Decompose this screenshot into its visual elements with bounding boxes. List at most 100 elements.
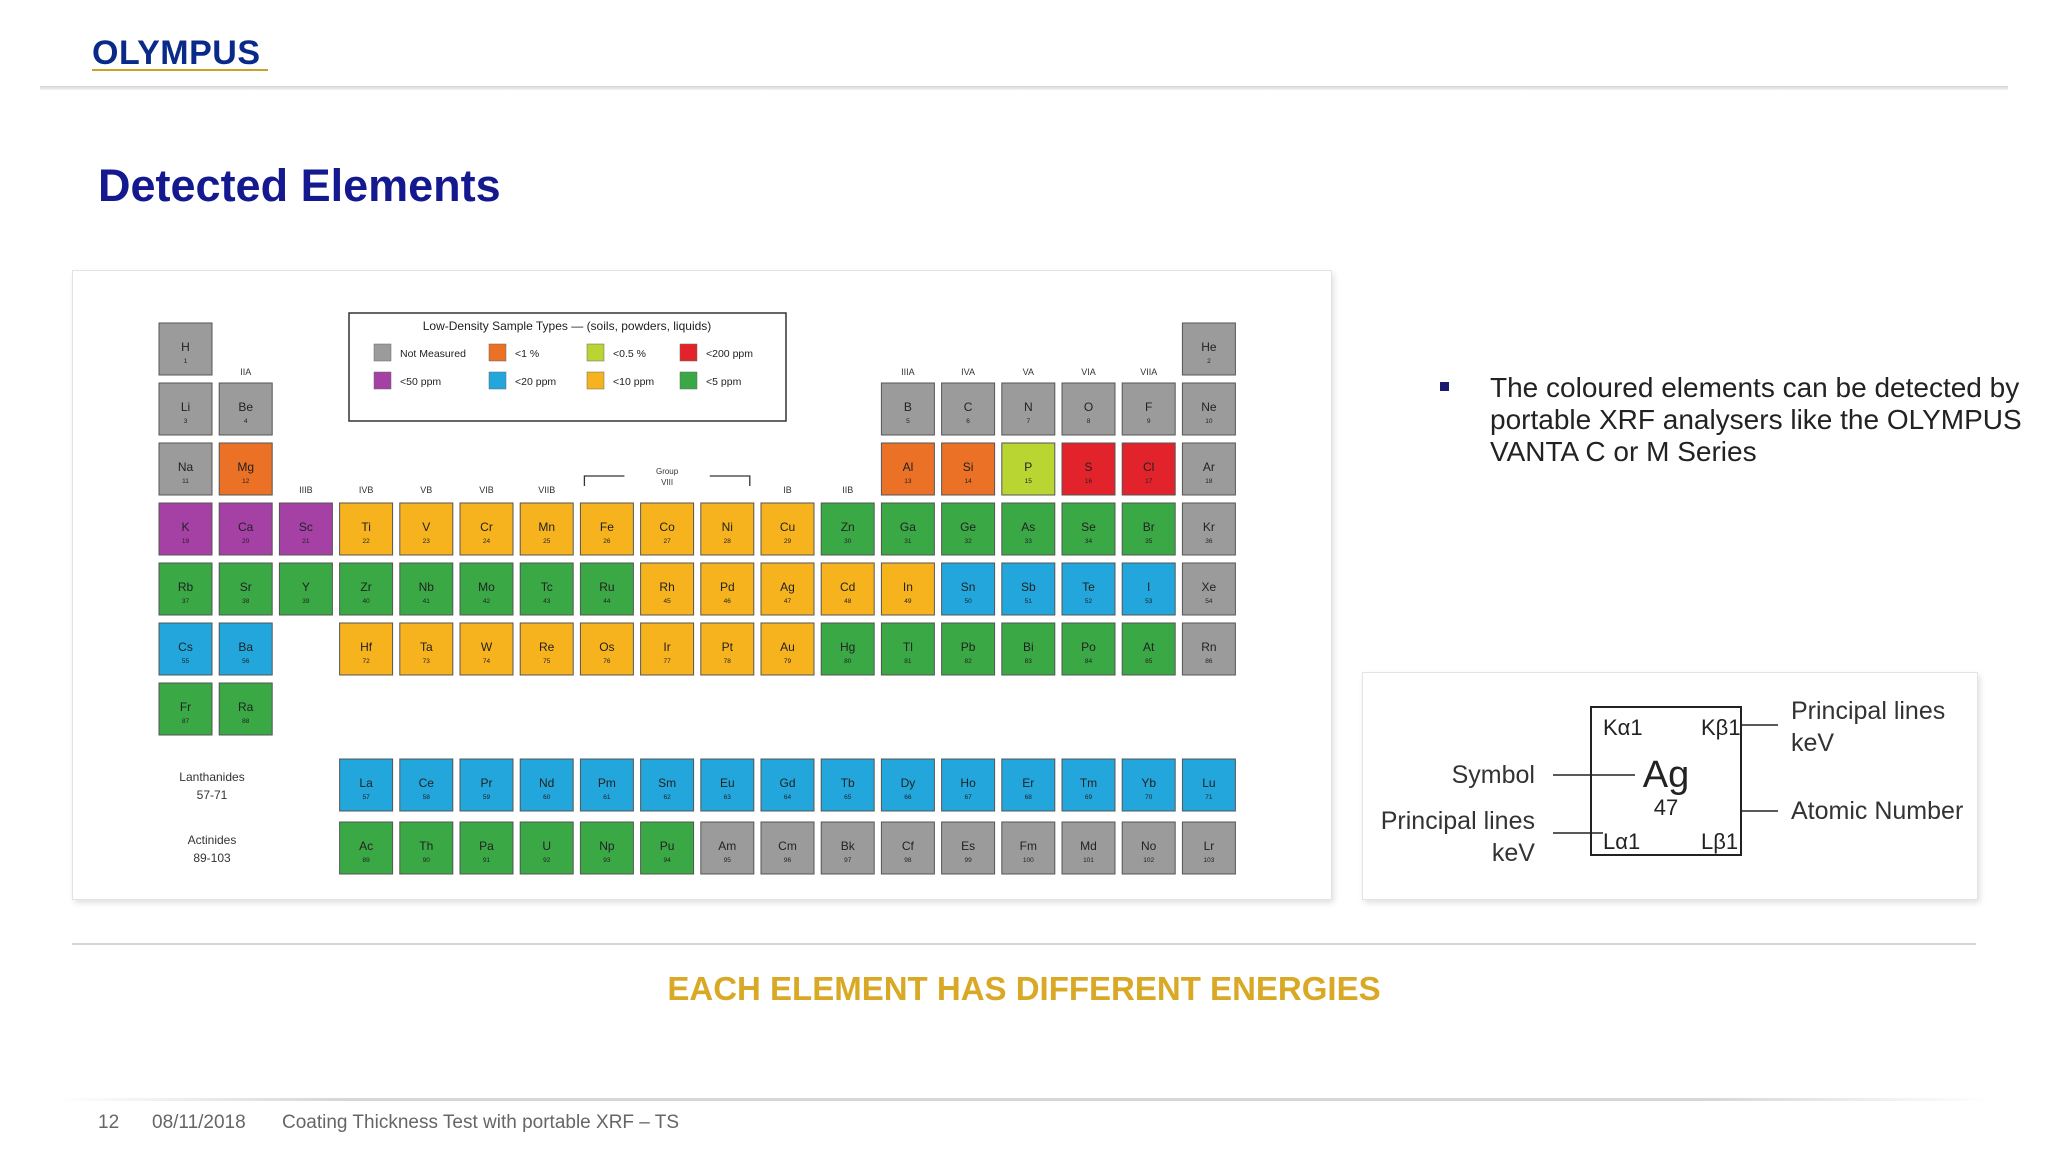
- element-atomic-number: 82: [964, 658, 972, 665]
- element-cell-la: [339, 758, 394, 812]
- element-symbol: Nd: [539, 776, 554, 790]
- element-symbol: Rn: [1201, 640, 1216, 654]
- element-atomic-number: 84: [1085, 658, 1093, 665]
- legend-swatch: [586, 343, 605, 362]
- periodic-table-figure: H 1 He 2 Li 3 Be 4 B 5 C 6 N 7 O 8 F 9 Ne 10 Na 11 Mg 12 Al 13 Si 1…: [158, 312, 1236, 875]
- element-symbol: Se: [1081, 520, 1096, 534]
- element-atomic-number: 64: [784, 794, 792, 801]
- element-atomic-number: 57: [362, 794, 370, 801]
- legend-label: <20 ppm: [515, 376, 556, 388]
- element-cell-cr: [459, 502, 514, 556]
- periodic-table-panel: H 1 He 2 Li 3 Be 4 B 5 C 6 N 7 O 8 F 9 Ne 10 Na 11 Mg 12 Al 13 Si 1…: [72, 270, 1332, 900]
- element-symbol: Fm: [1020, 839, 1037, 853]
- group-label: VA: [1023, 367, 1034, 377]
- element-symbol: Md: [1080, 839, 1097, 853]
- element-atomic-number: 8: [1087, 418, 1091, 425]
- element-symbol: U: [542, 839, 551, 853]
- element-cell-te: [1061, 562, 1116, 616]
- element-atomic-number: 31: [904, 538, 912, 545]
- element-atomic-number: 9: [1147, 418, 1151, 425]
- element-atomic-number: 72: [362, 658, 370, 665]
- legend-label: <10 ppm: [613, 376, 654, 388]
- element-cell-lu: [1181, 758, 1236, 812]
- element-symbol: Cm: [778, 839, 797, 853]
- element-symbol: Si: [963, 460, 974, 474]
- page-subtitle: EACH ELEMENT HAS DIFFERENT ENERGIES: [667, 970, 1381, 1007]
- element-atomic-number: 81: [904, 658, 912, 665]
- element-cell-i: [1121, 562, 1176, 616]
- element-symbol: Cd: [840, 580, 855, 594]
- element-symbol: S: [1084, 460, 1092, 474]
- element-symbol: Hf: [360, 640, 373, 654]
- element-symbol: Ca: [238, 520, 254, 534]
- element-atomic-number: 70: [1145, 794, 1153, 801]
- element-cell-ca: [218, 502, 273, 556]
- element-cell-rh: [640, 562, 695, 616]
- group-label: IIB: [842, 485, 853, 495]
- element-atomic-number: 11: [182, 478, 189, 485]
- element-symbol: At: [1143, 640, 1155, 654]
- element-symbol: Te: [1082, 580, 1095, 594]
- element-symbol: Zn: [841, 520, 855, 534]
- legend-swatch: [488, 343, 507, 362]
- element-atomic-number: 28: [724, 538, 732, 545]
- element-symbol: La: [359, 776, 373, 790]
- key-ka1: Kα1: [1603, 715, 1643, 740]
- element-symbol: Kr: [1203, 520, 1215, 534]
- element-atomic-number: 55: [182, 658, 190, 665]
- element-symbol: Cf: [902, 839, 915, 853]
- element-symbol: Bi: [1023, 640, 1034, 654]
- element-symbol: Pr: [481, 776, 493, 790]
- element-atomic-number: 41: [423, 598, 431, 605]
- element-atomic-number: 73: [423, 658, 431, 665]
- element-atomic-number: 23: [423, 538, 431, 545]
- element-symbol: O: [1084, 400, 1093, 414]
- element-symbol: In: [903, 580, 913, 594]
- element-cell-p: [1001, 442, 1056, 496]
- element-atomic-number: 75: [543, 658, 551, 665]
- element-cell-xe: [1181, 562, 1236, 616]
- element-cell-li: [158, 382, 213, 436]
- element-cell-ge: [941, 502, 996, 556]
- element-atomic-number: 15: [1025, 478, 1033, 485]
- group-viii-label: VIII: [661, 478, 673, 487]
- element-atomic-number: 58: [423, 794, 431, 801]
- element-symbol: F: [1145, 400, 1152, 414]
- key-atomic-number: 47: [1654, 795, 1678, 820]
- key-element-box: [1590, 706, 1742, 856]
- element-cell-ga: [880, 502, 935, 556]
- element-cell-f: [1121, 382, 1176, 436]
- element-symbol: N: [1024, 400, 1033, 414]
- element-cell-pd: [700, 562, 755, 616]
- element-cell-be: [218, 382, 273, 436]
- element-atomic-number: 89: [362, 857, 370, 864]
- element-symbol: Yb: [1141, 776, 1156, 790]
- element-atomic-number: 91: [483, 857, 491, 864]
- element-atomic-number: 47: [784, 598, 792, 605]
- element-atomic-number: 18: [1205, 478, 1213, 485]
- group-viii-bracket: [583, 475, 751, 486]
- legend-label: <50 ppm: [400, 376, 441, 388]
- element-symbol: No: [1141, 839, 1157, 853]
- element-symbol: Cu: [780, 520, 795, 534]
- element-symbol: Tc: [541, 580, 553, 594]
- element-cell-si: [941, 442, 996, 496]
- element-symbol: Lu: [1202, 776, 1215, 790]
- legend-label: <0.5 %: [613, 348, 646, 360]
- element-cell-n: [1001, 382, 1056, 436]
- element-atomic-number: 14: [964, 478, 972, 485]
- element-symbol: Ne: [1201, 400, 1217, 414]
- element-symbol: Sr: [240, 580, 252, 594]
- element-cell-sn: [941, 562, 996, 616]
- element-symbol: Po: [1081, 640, 1096, 654]
- group-label: IB: [783, 485, 792, 495]
- element-cell-hg: [820, 622, 875, 676]
- element-symbol: Y: [302, 580, 310, 594]
- element-cell-tm: [1061, 758, 1116, 812]
- element-atomic-number: 45: [663, 598, 671, 605]
- element-atomic-number: 68: [1025, 794, 1033, 801]
- element-atomic-number: 22: [362, 538, 370, 545]
- element-symbol: C: [964, 400, 973, 414]
- element-symbol: Nb: [419, 580, 435, 594]
- element-cell-sc: [278, 502, 333, 556]
